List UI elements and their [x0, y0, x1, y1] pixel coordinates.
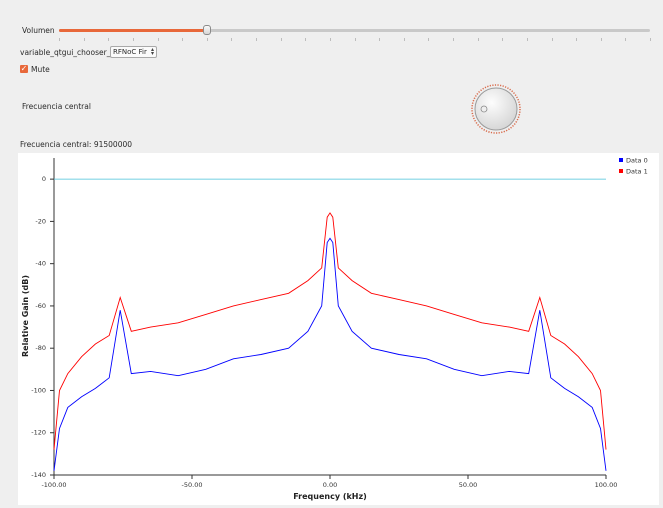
chooser-label: variable_qtgui_chooser_0:	[20, 48, 118, 57]
y-tick-label: -100	[31, 386, 46, 394]
slider-tick	[502, 38, 504, 41]
slider-tick	[256, 38, 257, 41]
slider-tick	[379, 38, 381, 41]
legend-label: Data 0	[626, 157, 648, 165]
slider-tick	[83, 38, 85, 41]
slider-tick	[305, 38, 307, 41]
chooser-select[interactable]: RFNoC Fir ▴ ▾	[110, 46, 157, 58]
x-tick-label: 50.00	[459, 481, 478, 489]
legend-label: Data 1	[626, 168, 648, 176]
mute-checkbox[interactable]: ✓	[20, 65, 28, 73]
slider-tick	[231, 38, 233, 41]
slider-tick	[108, 38, 110, 41]
slider-tick	[280, 38, 282, 41]
frequency-readout: Frecuencia central: 91500000	[20, 140, 133, 149]
series-line-data-1	[53, 212, 607, 450]
y-axis-label: Relative Gain (dB)	[21, 275, 30, 357]
slider-tick	[403, 38, 405, 41]
x-axis-label: Frequency (kHz)	[293, 492, 367, 501]
slider-tick	[477, 38, 479, 41]
frequency-plot[interactable]: 0 -20 -40 -60 -80 -100 -120 -140 -100.00 -50.00 0…	[18, 153, 659, 505]
x-tick-label: -50.00	[182, 481, 203, 489]
plot-area	[18, 153, 659, 505]
dial-notch-icon	[480, 105, 488, 113]
y-tick-label: -20	[35, 217, 46, 225]
slider-tick	[576, 38, 578, 41]
slider-tick	[650, 38, 651, 41]
volume-slider-handle[interactable]	[202, 25, 211, 35]
x-tick-label: 100.00	[595, 481, 618, 489]
chooser-selected-value: RFNoC Fir	[113, 48, 147, 56]
x-tick-label: -100.00	[41, 481, 66, 489]
volume-slider-fill	[59, 29, 207, 32]
slider-tick	[329, 38, 331, 41]
slider-tick	[157, 38, 159, 41]
volume-label: Volumen	[22, 26, 55, 35]
slider-tick	[625, 38, 627, 41]
slider-tick	[600, 38, 602, 41]
slider-tick	[132, 38, 134, 41]
checkmark-icon: ✓	[20, 64, 28, 73]
slider-tick	[526, 38, 528, 41]
y-tick-label: -140	[31, 471, 46, 479]
slider-tick	[453, 38, 454, 41]
y-tick-label: -40	[35, 260, 46, 268]
y-tick-label: -60	[35, 302, 46, 310]
slider-tick	[354, 38, 356, 41]
slider-tick	[551, 38, 553, 41]
series-line-data-0	[53, 237, 607, 471]
slider-tick	[59, 38, 60, 41]
slider-tick	[206, 38, 208, 41]
volume-slider-track[interactable]	[59, 29, 650, 32]
y-tick-label: -80	[35, 344, 46, 352]
slider-tick	[428, 38, 430, 41]
legend-swatch	[619, 169, 623, 173]
mute-label: Mute	[31, 65, 50, 74]
frequency-dial[interactable]	[470, 83, 522, 135]
x-tick-label: 0.00	[323, 481, 337, 489]
y-tick-label: -120	[31, 429, 46, 437]
up-down-arrows-icon: ▴ ▾	[150, 46, 154, 57]
y-tick-label: 0	[42, 175, 46, 183]
legend-swatch	[619, 158, 623, 162]
slider-tick	[182, 38, 184, 41]
frequency-dial-label: Frecuencia central	[22, 102, 91, 111]
